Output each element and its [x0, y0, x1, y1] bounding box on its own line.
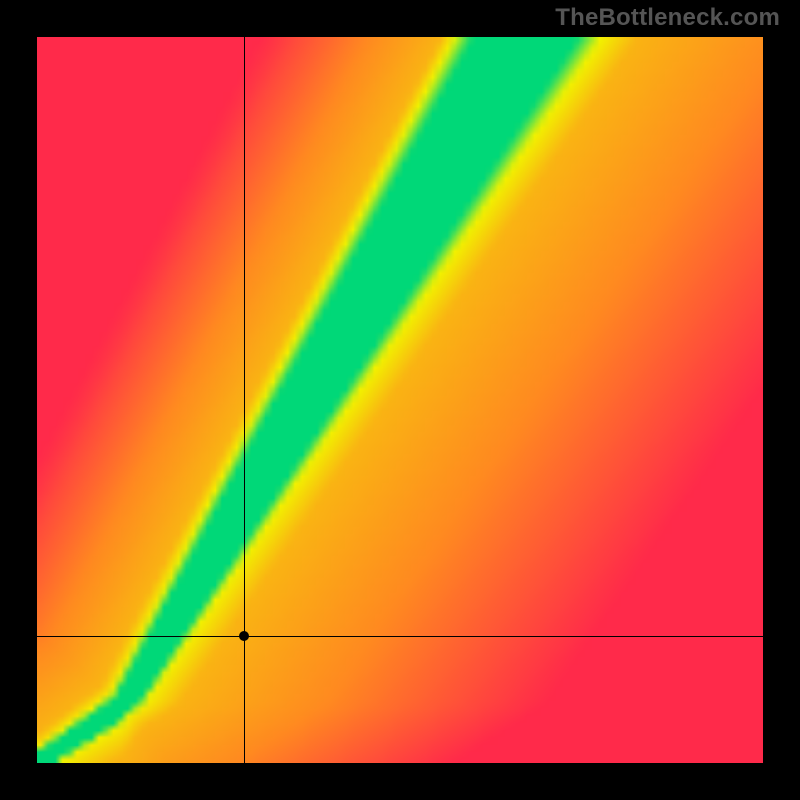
heatmap-plot-area: [37, 37, 763, 763]
crosshair-horizontal: [37, 636, 763, 637]
crosshair-vertical: [244, 37, 245, 763]
crosshair-marker: [239, 631, 249, 641]
watermark-text: TheBottleneck.com: [555, 4, 780, 32]
heatmap-canvas: [37, 37, 763, 763]
